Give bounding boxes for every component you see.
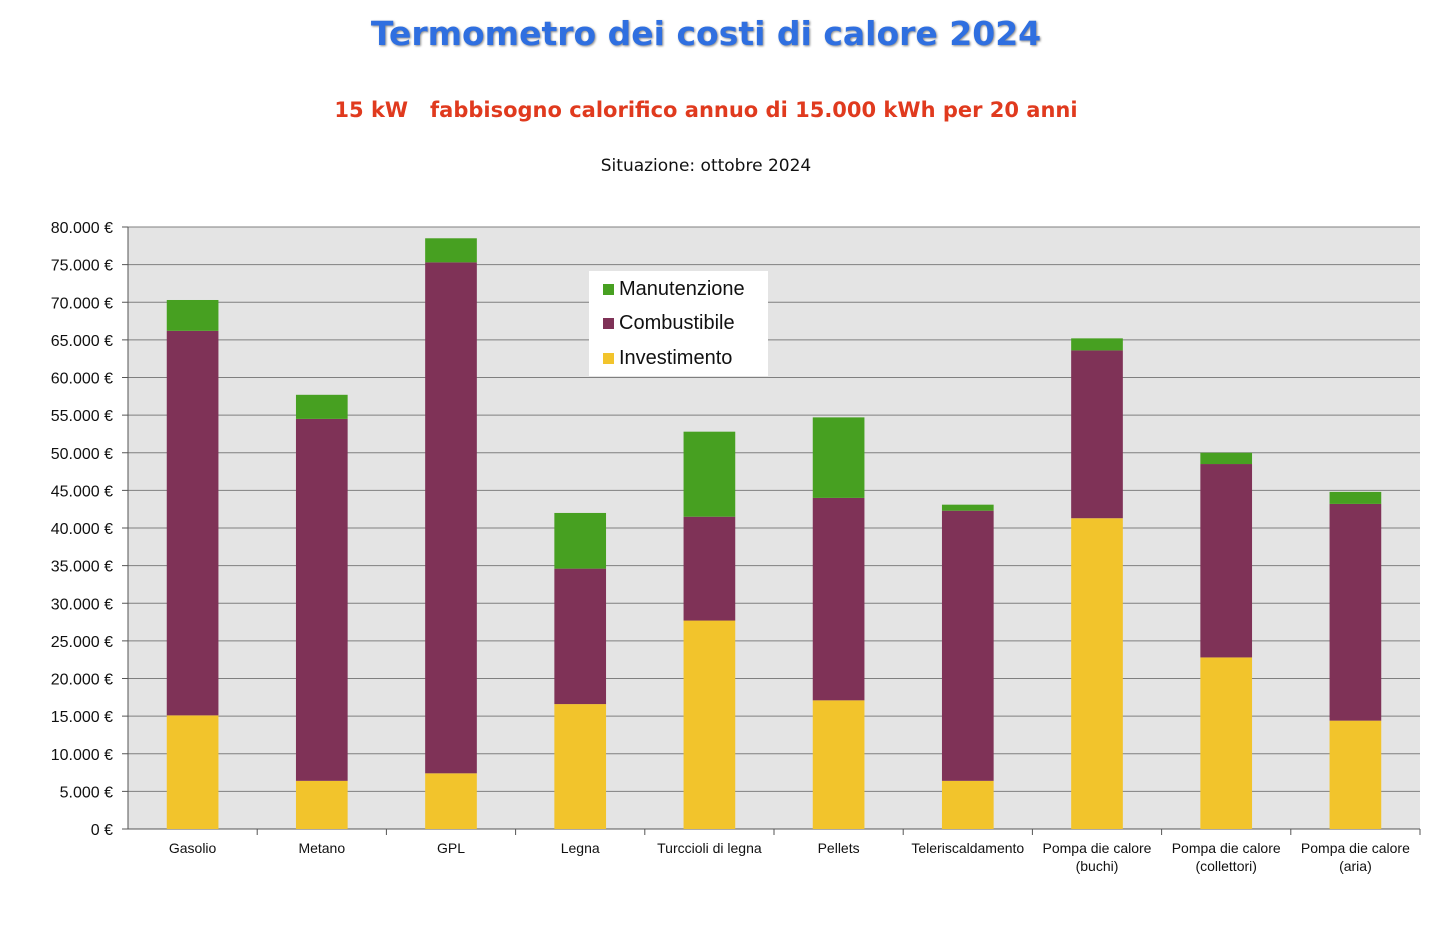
y-tick-label: 15.000 € xyxy=(51,709,113,726)
y-tick-label: 5.000 € xyxy=(60,784,113,801)
bar-segment-manutenzione xyxy=(941,504,994,511)
y-tick-label: 50.000 € xyxy=(51,446,113,463)
bar-segment-combustibile xyxy=(425,262,477,774)
y-tick-label: 45.000 € xyxy=(51,483,113,500)
x-tick-label: Metano xyxy=(298,840,345,856)
legend-item-manutenzione: Manutenzione xyxy=(603,277,745,301)
bar-segment-combustibile xyxy=(812,497,865,701)
x-tick-label: Pellets xyxy=(818,840,860,856)
bar-segment-manutenzione xyxy=(683,431,736,517)
y-tick-label: 65.000 € xyxy=(51,333,113,350)
bar-segment-investimento xyxy=(425,773,477,829)
chart-title: Termometro dei costi di calore 2024 xyxy=(370,14,1042,53)
y-tick-label: 75.000 € xyxy=(51,258,113,275)
bar-segment-investimento xyxy=(683,620,736,829)
y-tick-label: 25.000 € xyxy=(51,634,113,651)
chart-subtitle: 15 kW fabbisogno calorifico annuo di 15.… xyxy=(334,98,1078,122)
bar-segment-combustibile xyxy=(941,510,994,781)
bar-segment-investimento xyxy=(554,704,607,829)
x-tick-label: Teleriscaldamento xyxy=(911,840,1024,856)
situation-label: Situazione: ottobre 2024 xyxy=(600,156,812,176)
legend-label-manutenzione: Manutenzione xyxy=(619,277,745,300)
bar-segment-combustibile xyxy=(166,330,219,716)
y-tick-label: 0 € xyxy=(91,822,113,839)
bar-segment-investimento xyxy=(941,780,994,829)
bar-segment-investimento xyxy=(812,700,865,829)
legend-label-combustibile: Combustibile xyxy=(619,311,735,334)
bar-segment-investimento xyxy=(1329,720,1382,829)
legend-swatch-manutenzione xyxy=(603,283,614,295)
bar-segment-combustibile xyxy=(1071,350,1123,519)
x-tick-label: (aria) xyxy=(1339,858,1372,874)
y-tick-label: 40.000 € xyxy=(51,521,113,538)
y-tick-label: 20.000 € xyxy=(51,672,113,689)
x-tick-label: GPL xyxy=(437,840,465,856)
bar-segment-manutenzione xyxy=(812,417,865,498)
bar-segment-investimento xyxy=(166,715,219,829)
bar-segment-manutenzione xyxy=(166,299,219,331)
bar-segment-investimento xyxy=(1200,657,1253,829)
x-tick-label: (buchi) xyxy=(1076,858,1119,874)
y-tick-label: 30.000 € xyxy=(51,596,113,613)
bar-segment-combustibile xyxy=(554,568,607,705)
legend-label-investimento: Investimento xyxy=(619,346,733,369)
bar-segment-investimento xyxy=(1071,518,1123,829)
bar-segment-combustibile xyxy=(1200,464,1253,658)
x-tick-label: Pompa die calore xyxy=(1172,840,1281,856)
x-tick-label: (collettori) xyxy=(1195,858,1256,874)
y-tick-label: 35.000 € xyxy=(51,559,113,576)
x-tick-label: Gasolio xyxy=(169,840,217,856)
y-tick-label: 10.000 € xyxy=(51,747,113,764)
bar-segment-investimento xyxy=(295,780,348,829)
legend-item-combustibile: Combustibile xyxy=(603,311,735,335)
y-tick-label: 60.000 € xyxy=(51,371,113,388)
bar-segment-combustibile xyxy=(295,418,348,781)
x-tick-label: Legna xyxy=(561,840,600,856)
bar-segment-manutenzione xyxy=(425,238,477,263)
legend-item-investimento: Investimento xyxy=(603,346,732,370)
bar-segment-manutenzione xyxy=(1200,452,1253,465)
y-tick-label: 70.000 € xyxy=(51,295,113,312)
bar-segment-manutenzione xyxy=(1071,338,1123,351)
x-tick-label: Pompa die calore xyxy=(1301,840,1410,856)
chart-legend: Manutenzione Combustibile Investimento xyxy=(589,271,768,376)
bar-segment-combustibile xyxy=(683,516,736,621)
bar-segment-manutenzione xyxy=(1329,491,1382,504)
legend-swatch-combustibile xyxy=(603,317,614,329)
bar-segment-combustibile xyxy=(1329,503,1382,721)
x-tick-label: Pompa die calore xyxy=(1043,840,1152,856)
y-tick-label: 80.000 € xyxy=(51,220,113,237)
x-tick-label: Turccioli di legna xyxy=(657,840,762,856)
y-tick-label: 55.000 € xyxy=(51,408,113,425)
legend-swatch-investimento xyxy=(603,352,614,364)
bar-segment-manutenzione xyxy=(295,394,348,419)
bar-segment-manutenzione xyxy=(554,512,607,569)
